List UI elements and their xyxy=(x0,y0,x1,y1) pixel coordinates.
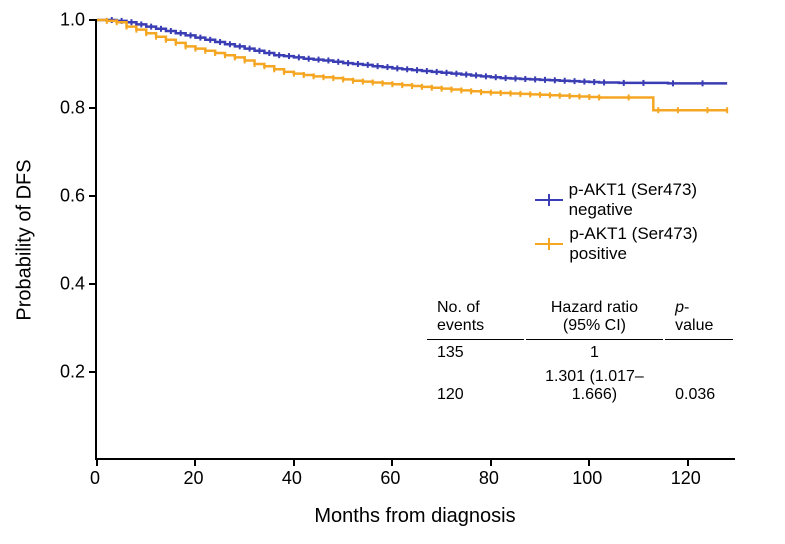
legend-item: p-AKT1 (Ser473) positive xyxy=(535,224,735,264)
x-tick-label: 80 xyxy=(479,468,499,489)
x-tick xyxy=(588,458,590,466)
stats-table: No. of events Hazard ratio (95% CI) p-va… xyxy=(425,295,735,408)
km-curve-negative xyxy=(97,20,727,83)
x-tick xyxy=(687,458,689,466)
x-tick-label: 60 xyxy=(380,468,400,489)
legend-marker xyxy=(535,236,559,252)
y-tick-label: 1.0 xyxy=(60,10,85,31)
y-tick-label: 0.2 xyxy=(60,362,85,383)
x-tick xyxy=(293,458,295,466)
y-tick xyxy=(89,195,97,197)
y-tick-label: 0.8 xyxy=(60,98,85,119)
stats-row0-hr: 1 xyxy=(526,342,663,364)
stats-header-p: p-value xyxy=(665,297,733,340)
y-tick xyxy=(89,107,97,109)
legend-item: p-AKT1 (Ser473) negative xyxy=(535,180,735,220)
stats-header-events: No. of events xyxy=(427,297,524,340)
legend-label: p-AKT1 (Ser473) negative xyxy=(569,180,735,220)
y-tick xyxy=(89,283,97,285)
legend: p-AKT1 (Ser473) negativep-AKT1 (Ser473) … xyxy=(535,180,735,268)
x-tick-label: 120 xyxy=(671,468,701,489)
stats-row1-events: 120 xyxy=(427,366,524,406)
y-tick xyxy=(89,371,97,373)
chart-container: p-AKT1 (Ser473) negativep-AKT1 (Ser473) … xyxy=(95,20,735,460)
y-tick-label: 0.4 xyxy=(60,274,85,295)
x-tick xyxy=(96,458,98,466)
y-tick xyxy=(89,19,97,21)
x-tick xyxy=(490,458,492,466)
stats-row0-p xyxy=(665,342,733,364)
stats-row1-p: 0.036 xyxy=(665,366,733,406)
stats-header-hr: Hazard ratio (95% CI) xyxy=(526,297,663,340)
y-tick-label: 0.6 xyxy=(60,186,85,207)
x-tick-label: 20 xyxy=(183,468,203,489)
y-axis-title: Probability of DFS xyxy=(14,159,37,320)
x-tick xyxy=(194,458,196,466)
x-tick-label: 40 xyxy=(282,468,302,489)
legend-marker xyxy=(535,192,559,208)
legend-label: p-AKT1 (Ser473) positive xyxy=(569,224,735,264)
x-tick-label: 100 xyxy=(572,468,602,489)
x-tick-label: 0 xyxy=(90,468,100,489)
x-tick xyxy=(391,458,393,466)
stats-row1-hr: 1.301 (1.017–1.666) xyxy=(526,366,663,406)
x-axis-title: Months from diagnosis xyxy=(314,505,515,528)
stats-row0-events: 135 xyxy=(427,342,524,364)
